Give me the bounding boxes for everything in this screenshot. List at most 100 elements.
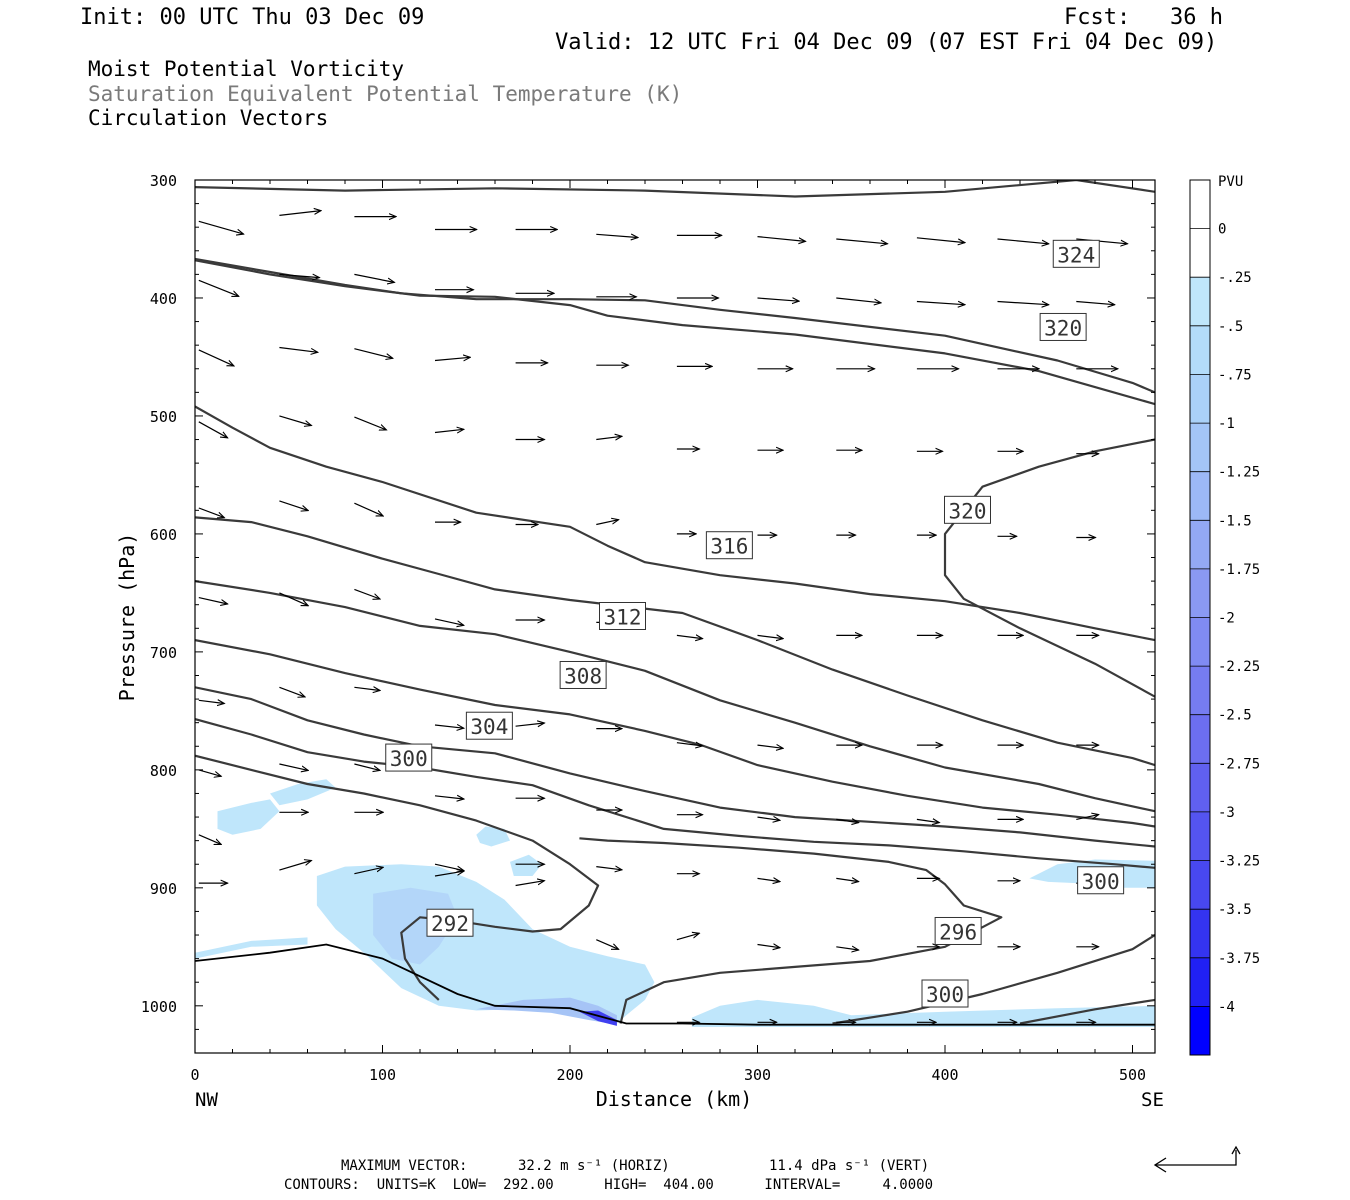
contour-label: 304	[470, 715, 508, 739]
circulation-vector	[279, 861, 311, 871]
field-title-mpv: Moist Potential Vorticity	[88, 57, 405, 81]
colorbar-cell	[1190, 568, 1210, 618]
max-vector-vert: 11.4 dPa s⁻¹ (VERT)	[769, 1158, 930, 1174]
theta-es-contour	[832, 934, 1155, 1025]
pv-shaded-region	[579, 1010, 617, 1026]
y-tick-label: 700	[150, 644, 177, 662]
colorbar-label: -.75	[1218, 367, 1252, 383]
contour-label-box	[559, 660, 607, 689]
circulation-vector	[434, 618, 464, 625]
circulation-vector-layer	[198, 211, 1128, 1023]
circulation-vector	[279, 686, 305, 697]
circulation-vector	[836, 238, 887, 244]
terrain-layer	[195, 943, 1155, 1026]
y-tick-label: 900	[150, 880, 177, 898]
circulation-vector	[198, 220, 244, 234]
contour-label: 312	[604, 606, 642, 630]
circulation-vector	[916, 819, 939, 822]
circulation-vector	[757, 878, 780, 881]
contour-label: 316	[710, 535, 748, 559]
contour-label-box	[385, 743, 433, 772]
x-tick-label: 500	[1119, 1066, 1146, 1084]
field-title-theta-es: Saturation Equivalent Potential Temperat…	[88, 82, 683, 106]
colorbar-unit: PVU	[1218, 174, 1243, 190]
theta-es-contour	[195, 516, 1155, 767]
y-tick-label: 400	[150, 290, 177, 308]
contour-label: 308	[564, 664, 602, 688]
colorbar-label: -1.25	[1218, 465, 1260, 481]
circulation-vector	[434, 796, 464, 799]
contour-label-box	[934, 916, 982, 945]
colorbar: 0 -.25 -.5 -.75 -1 -1.25 -1.5 -1.75 -2 -2.25 -2.5 -…	[1189, 179, 1260, 1056]
circulation-vector	[676, 635, 703, 638]
theta-es-contour	[943, 438, 1155, 698]
circulation-vector	[279, 211, 321, 216]
circulation-vector	[279, 274, 319, 277]
colorbar-label: -2	[1218, 611, 1235, 627]
x-axis-title: Distance (km)	[596, 1087, 753, 1111]
circulation-vector	[279, 592, 308, 606]
forecast-hour: Fcst: 36 h	[1064, 5, 1223, 30]
y-tick-label: 600	[150, 526, 177, 544]
colorbar-cell	[1190, 811, 1210, 861]
colorbar-cell	[1190, 520, 1210, 570]
circulation-vector	[1076, 238, 1127, 244]
circulation-vector	[596, 436, 622, 439]
contour-label-box	[465, 711, 513, 740]
x-end-label-right: SE	[1141, 1089, 1164, 1111]
colorbar-label: -2.25	[1218, 659, 1260, 675]
circulation-vector	[354, 867, 383, 875]
pv-shaded-region	[476, 826, 510, 847]
contour-label-layer: 324 320 320 316 312 308 304 300 300 292 296 300	[385, 239, 1125, 1008]
pv-shaded-region	[217, 799, 280, 835]
max-vector-horiz: 32.2 m s⁻¹ (HORIZ)	[518, 1158, 670, 1174]
y-tick-label: 500	[150, 408, 177, 426]
circulation-vector	[354, 588, 380, 599]
colorbar-cell	[1190, 374, 1210, 424]
colorbar-label: -2.75	[1218, 756, 1260, 772]
theta-es-contour	[579, 837, 1003, 1024]
theta-es-contour	[195, 686, 1155, 848]
colorbar-cell	[1190, 714, 1210, 764]
circulation-vector	[279, 346, 317, 353]
circulation-vector	[596, 939, 618, 950]
colorbar-cell	[1190, 471, 1210, 521]
contour-label-box	[944, 495, 991, 524]
colorbar-cell	[1190, 325, 1210, 375]
valid-time: Valid: 12 UTC Fri 04 Dec 09 (07 EST Fri …	[555, 30, 1218, 55]
circulation-vector	[836, 878, 858, 881]
colorbar-cell	[1190, 423, 1210, 473]
x-tick-label: 100	[369, 1066, 396, 1084]
colorbar-label: -1	[1218, 416, 1235, 432]
circulation-vector	[198, 279, 239, 296]
circulation-vector	[916, 302, 965, 305]
contour-label: 300	[1082, 870, 1120, 894]
contour-label: 320	[949, 499, 987, 523]
pv-shaded-region	[510, 854, 542, 876]
y-tick-label: 300	[150, 172, 177, 190]
circulation-vector	[434, 871, 464, 877]
circulation-vector	[354, 502, 383, 516]
circulation-vector	[676, 743, 703, 746]
circulation-vector	[279, 500, 308, 511]
circulation-vector	[757, 945, 780, 948]
circulation-vector	[997, 238, 1049, 244]
contours-info: CONTOURS: UNITS=K LOW= 292.00 HIGH= 404.…	[284, 1177, 934, 1193]
theta-es-contour	[1019, 998, 1155, 1025]
pv-shading-layer	[195, 779, 1155, 1027]
axis-layer: 300 400 500 600 700 800 900 1000 0 100 200 300 400 50…	[141, 172, 1155, 1084]
pv-shaded-region	[373, 887, 458, 965]
circulation-vector	[434, 357, 470, 360]
circulation-vector	[676, 933, 699, 941]
colorbar-cell	[1190, 617, 1210, 667]
circulation-vector	[434, 725, 464, 728]
pv-shaded-region	[316, 864, 655, 1024]
terrain-line	[195, 943, 1155, 1026]
x-tick-label: 200	[556, 1066, 583, 1084]
circulation-vector	[596, 867, 622, 870]
circulation-vector	[757, 236, 806, 242]
colorbar-label: -.5	[1218, 319, 1243, 335]
contour-label-box	[1052, 239, 1100, 268]
circulation-vector	[757, 745, 784, 748]
colorbar-cell	[1190, 957, 1210, 1007]
